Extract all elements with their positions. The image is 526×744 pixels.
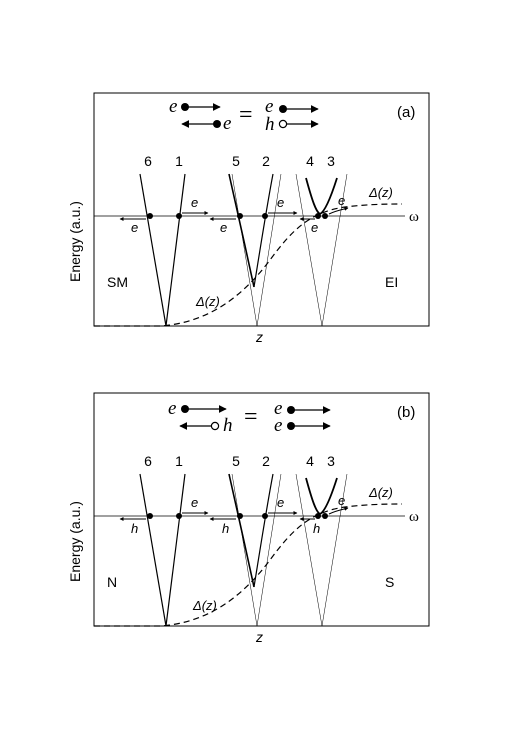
- eq-a-rhs-top: e: [265, 96, 273, 117]
- panel-b: (b) e h = e e ω 6 1 5 2 4 3: [67, 392, 430, 645]
- carrier-label-3: e: [338, 193, 345, 208]
- panel-b-carrier-arrows: [119, 506, 349, 521]
- carrier-label-6: h: [131, 521, 138, 536]
- eq-b-equals: =: [244, 404, 258, 430]
- carrier-label-3: e: [338, 493, 345, 508]
- panel-b-branch-numbers: 6 1 5 2 4 3: [144, 453, 335, 469]
- panel-b-ylabel: Energy (a.u.): [67, 501, 83, 582]
- branch-1-curve: [165, 473, 186, 627]
- branch-6-curve: [139, 473, 167, 627]
- branch-number: 2: [262, 453, 270, 469]
- panel-b-xlabel: z: [255, 629, 263, 645]
- electron-dot: [213, 120, 221, 128]
- carrier-label-1: e: [191, 495, 198, 510]
- eq-a-equals: =: [239, 102, 253, 128]
- panel-a-carrier-arrows: [119, 206, 349, 221]
- panel-a-xlabel: z: [255, 329, 263, 345]
- branch-2-curve: [253, 473, 274, 588]
- panel-a-ylabel: Energy (a.u.): [67, 201, 83, 282]
- panel-b-delta-right: Δ(z): [368, 485, 393, 500]
- panel-a-omega-label: ω: [409, 209, 419, 225]
- panel-b-delta-curve: [94, 503, 403, 627]
- branch-4-3-curve: [305, 177, 338, 216]
- hole-dot: [210, 421, 220, 431]
- branch-number: 6: [144, 453, 152, 469]
- branch-1-curve: [165, 173, 186, 327]
- eq-a-lhs-top: e: [169, 96, 177, 117]
- panel-b-crossing-dots: [147, 513, 328, 519]
- panel-b-equation: e h = e e: [168, 398, 331, 436]
- branch-4-3-curve: [305, 477, 338, 516]
- carrier-label-4: e: [311, 220, 318, 235]
- branch-number: 6: [144, 153, 152, 169]
- panel-a-right-region: EI: [385, 274, 398, 290]
- eq-b-rhs-bottom: e: [274, 415, 282, 436]
- carrier-label-2: e: [277, 495, 284, 510]
- panel-a: (a) e e = e h ω 6 1 5 2 4 3: [67, 92, 430, 345]
- branch-number: 3: [327, 153, 335, 169]
- panel-a-branch-numbers: 6 1 5 2 4 3: [144, 153, 335, 169]
- panel-a-crossing-dots: [147, 213, 328, 219]
- panel-a-equation: e e = e h: [169, 96, 319, 135]
- branch-number: 1: [175, 153, 183, 169]
- electron-dot: [279, 105, 287, 113]
- carrier-label-4: h: [313, 521, 320, 536]
- branch-number: 1: [175, 453, 183, 469]
- carrier-label-1: e: [191, 195, 198, 210]
- carrier-label-5: e: [220, 220, 227, 235]
- eq-b-lhs-bottom: h: [223, 415, 233, 436]
- panel-a-delta-right: Δ(z): [368, 185, 393, 200]
- panel-b-left-region: N: [107, 574, 117, 590]
- hole-dot: [278, 119, 288, 129]
- panel-b-delta-left: Δ(z): [192, 598, 217, 613]
- panel-a-frame: [93, 92, 430, 327]
- eq-a-lhs-bottom: e: [223, 113, 231, 134]
- panel-b-tag: (b): [397, 404, 415, 421]
- branch-6-curve: [139, 173, 167, 327]
- panel-b-omega-label: ω: [409, 509, 419, 525]
- electron-dot: [181, 103, 189, 111]
- carrier-label-6: e: [131, 220, 138, 235]
- branch-number: 5: [232, 453, 240, 469]
- panel-a-tag: (a): [397, 104, 415, 121]
- electron-dot: [287, 406, 295, 414]
- branch-number: 5: [232, 153, 240, 169]
- panel-a-delta-curve: [94, 203, 403, 327]
- branch-number: 2: [262, 153, 270, 169]
- electron-dot: [287, 422, 295, 430]
- branch-2-curve: [253, 173, 274, 288]
- eq-b-rhs-top: e: [274, 398, 282, 419]
- panel-b-frame: [93, 392, 430, 627]
- branch-number: 4: [306, 153, 314, 169]
- electron-dot: [181, 405, 189, 413]
- panel-a-left-region: SM: [107, 274, 128, 290]
- eq-a-rhs-bottom: h: [265, 114, 275, 135]
- panel-a-delta-left: Δ(z): [195, 294, 220, 309]
- panel-b-right-region: S: [385, 574, 394, 590]
- eq-b-lhs-top: e: [168, 398, 176, 419]
- carrier-label-2: e: [277, 195, 284, 210]
- branch-number: 4: [306, 453, 314, 469]
- branch-number: 3: [327, 453, 335, 469]
- carrier-label-5: h: [222, 521, 229, 536]
